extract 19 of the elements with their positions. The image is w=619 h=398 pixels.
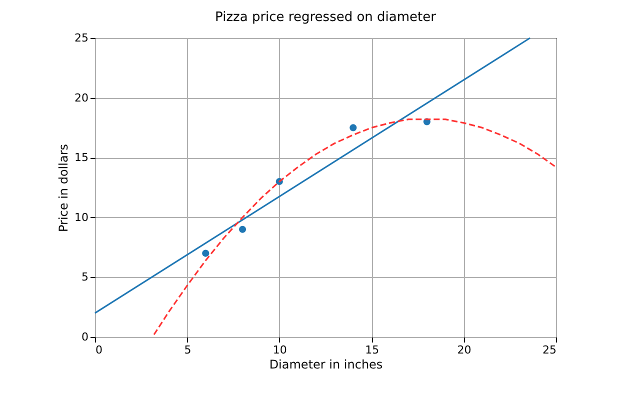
y-tick-label: 10	[74, 210, 88, 224]
y-tick-label: 20	[74, 91, 88, 104]
x-tick-label: 20	[457, 344, 472, 356]
line-series	[153, 118, 557, 336]
x-tick-label: 25	[542, 344, 556, 356]
y-axis-title: Price in dollars	[56, 144, 71, 232]
chart-title: Pizza price regressed on diameter	[215, 10, 437, 25]
y-tick-label: 15	[74, 151, 88, 164]
point	[350, 124, 357, 132]
x-tick-label: 15	[365, 344, 380, 356]
x-axis-title: Diameter in inches	[269, 358, 383, 372]
y-tick-label: 25	[74, 32, 88, 44]
x-tick-label: 0	[96, 344, 102, 356]
y-tick-label: 0	[82, 330, 88, 344]
x-tick-label: 5	[184, 344, 192, 356]
point	[238, 226, 246, 233]
y-tick-label: 5	[82, 270, 88, 284]
point	[202, 250, 210, 257]
x-tick-label: 10	[272, 344, 287, 356]
